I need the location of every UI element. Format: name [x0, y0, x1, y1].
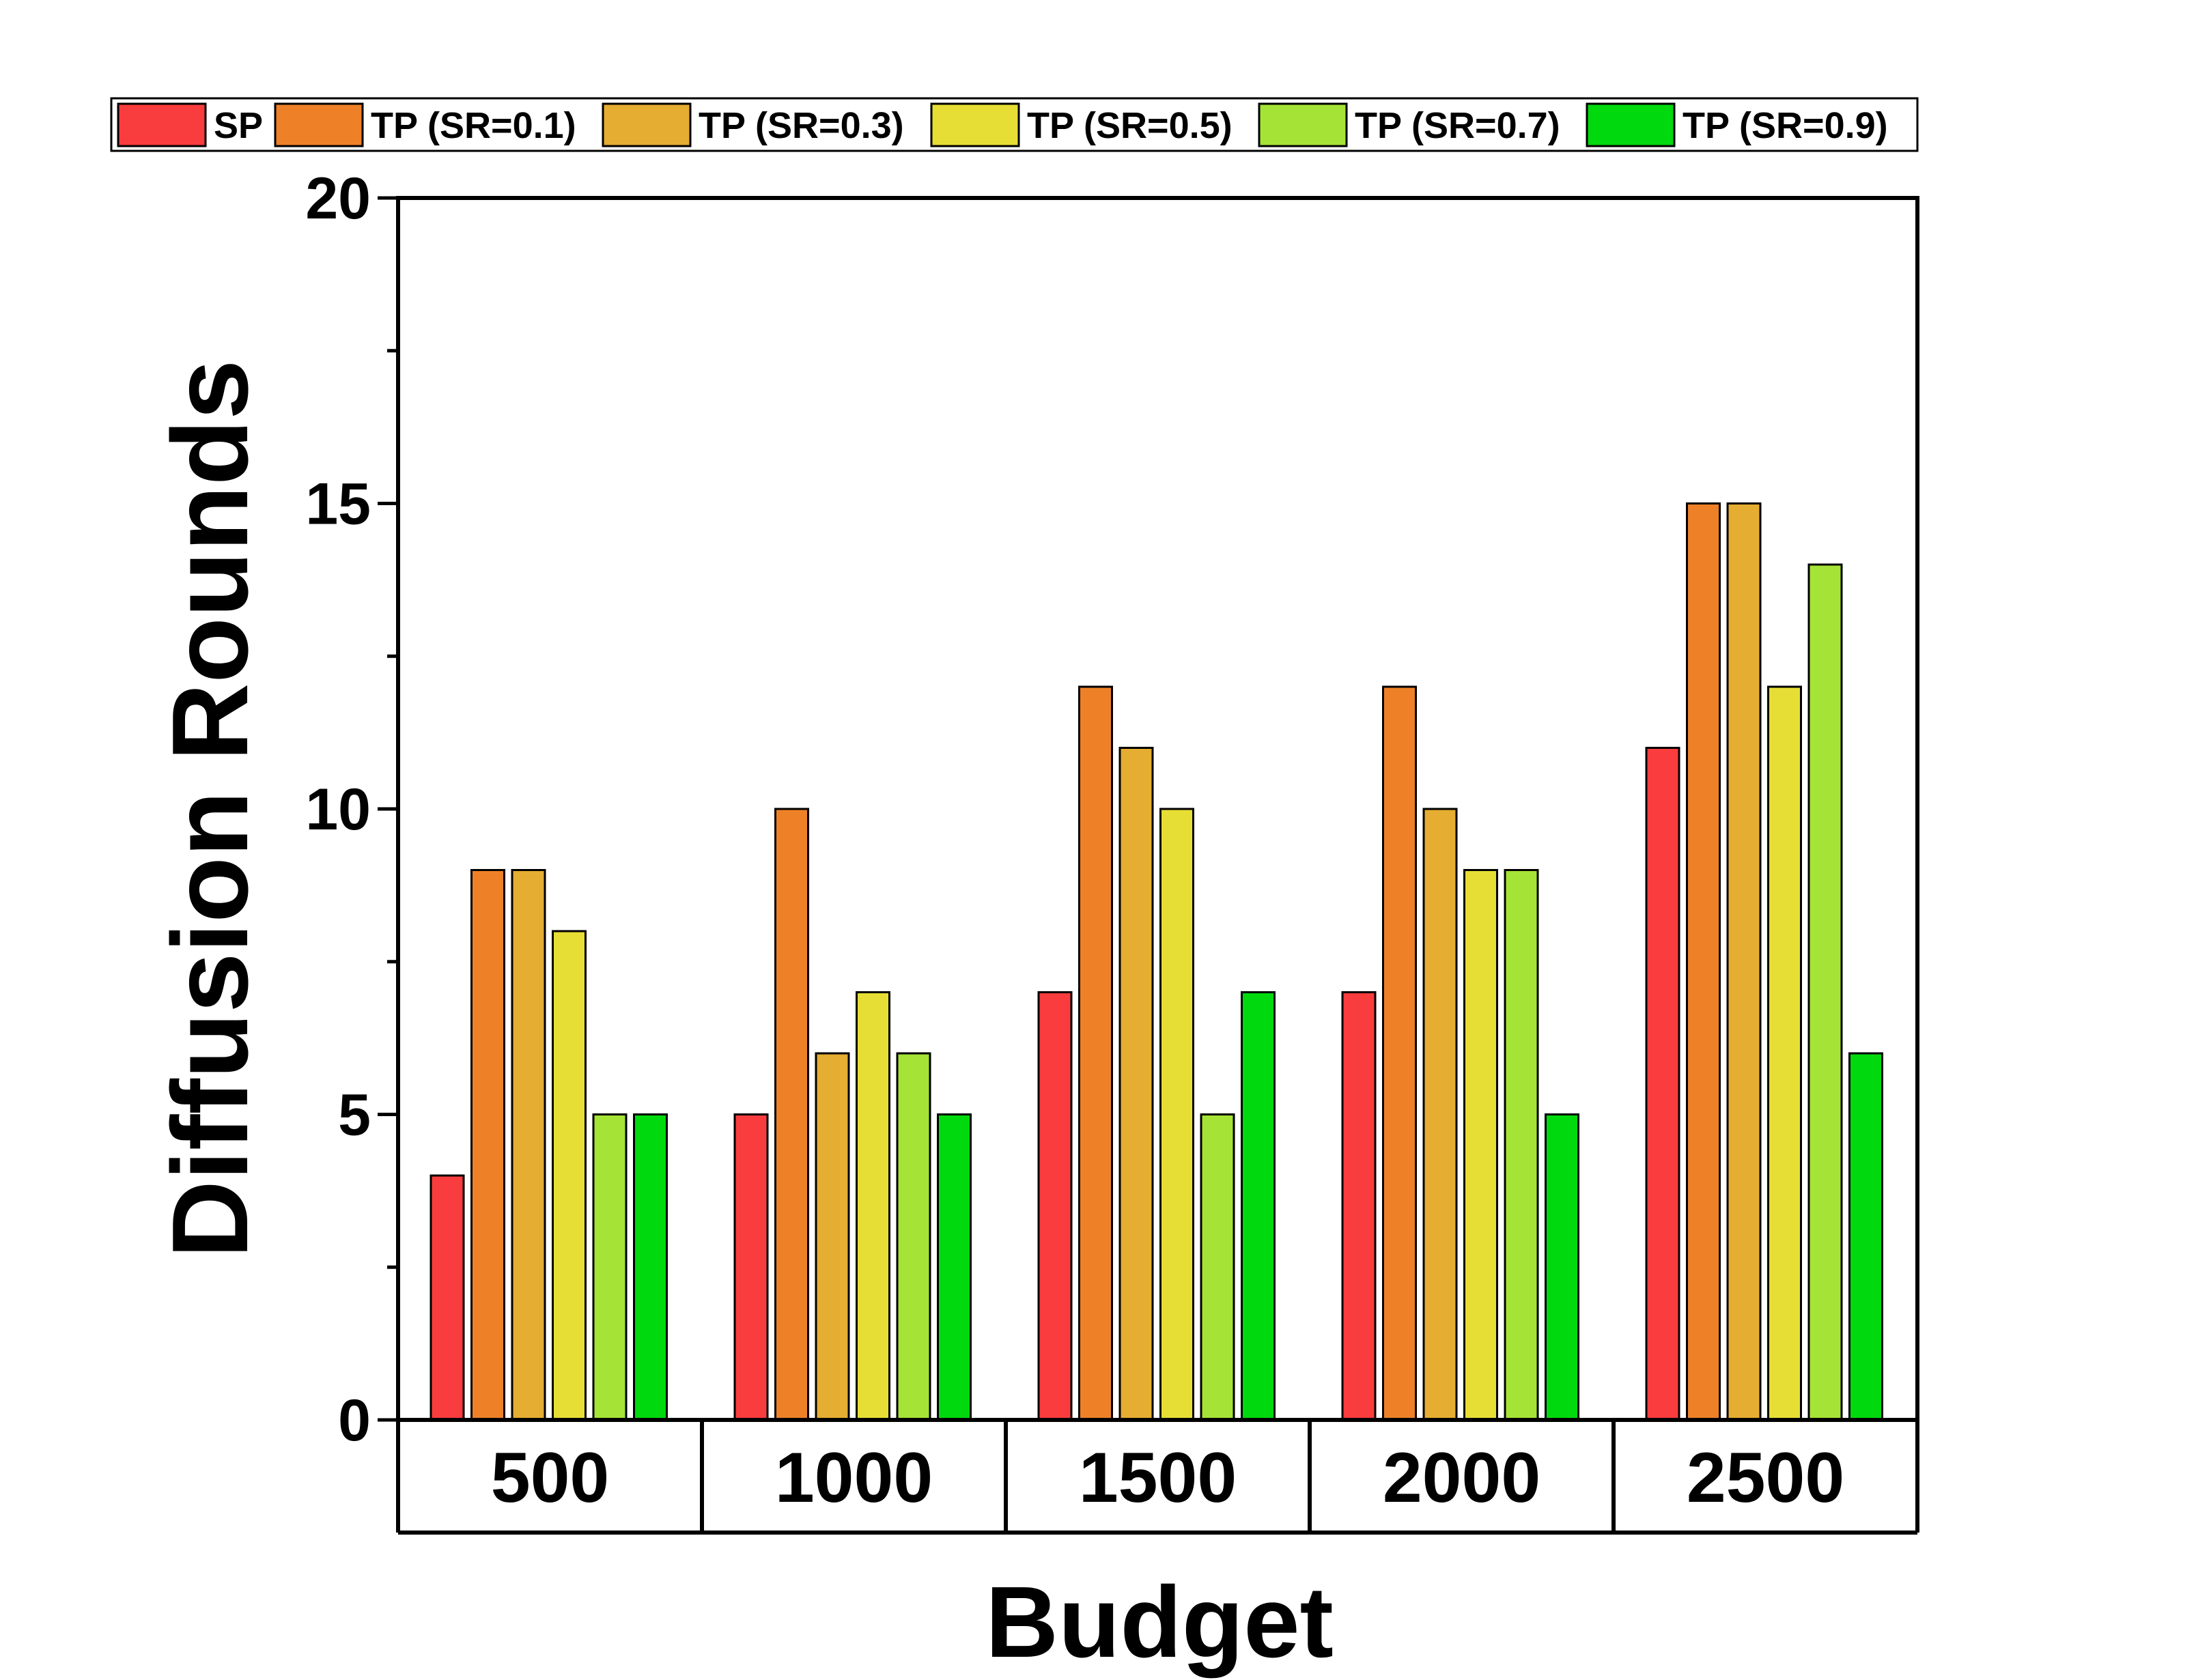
- bar-tp-sr-0-5-1500: [1159, 808, 1194, 1421]
- bar-tp-sr-0-5-500: [552, 930, 587, 1421]
- bar-tp-sr-0-9-2000: [1545, 1113, 1579, 1421]
- legend-label-4: TP (SR=0.7): [1355, 105, 1560, 146]
- legend-label-0: SP: [214, 105, 263, 146]
- y-axis: 0 5 10 15 20: [305, 166, 398, 1453]
- x-axis: 500 1000 1500 2000 2500: [396, 1420, 1919, 1535]
- bar-layer: [398, 502, 1917, 1422]
- category-label-1000: 1000: [775, 1438, 933, 1518]
- y-tick-label: 0: [338, 1388, 371, 1453]
- bar-tp-sr-0-5-2500: [1767, 685, 1802, 1421]
- bar-tp-sr-0-7-1500: [1200, 1113, 1235, 1421]
- y-tick-label: 5: [338, 1083, 371, 1148]
- y-axis-title: Diffusion Rounds: [150, 360, 270, 1258]
- legend-swatch-5: [1586, 102, 1676, 147]
- bar-tp-sr-0-9-2500: [1848, 1052, 1883, 1421]
- bar-tp-sr-0-1-1500: [1078, 685, 1113, 1421]
- legend-swatch-2: [602, 102, 692, 147]
- bar-tp-sr-0-3-1500: [1118, 747, 1154, 1421]
- legend-label-2: TP (SR=0.3): [699, 105, 904, 146]
- legend-swatch-1: [274, 102, 364, 147]
- legend-label-1: TP (SR=0.1): [371, 105, 576, 146]
- bar-tp-sr-0-7-1000: [896, 1052, 931, 1421]
- bar-tp-sr-0-9-1000: [937, 1113, 972, 1421]
- y-tick-label: 20: [305, 166, 371, 231]
- legend-swatch-3: [930, 102, 1020, 147]
- category-label-2000: 2000: [1383, 1438, 1540, 1518]
- bar-tp-sr-0-3-500: [511, 869, 546, 1421]
- bar-tp-sr-0-1-2500: [1686, 502, 1721, 1421]
- bar-sp-2000: [1341, 991, 1377, 1421]
- bar-tp-sr-0-9-500: [633, 1113, 668, 1421]
- legend-label-3: TP (SR=0.5): [1027, 105, 1233, 146]
- bar-tp-sr-0-1-2000: [1382, 685, 1417, 1421]
- bar-tp-sr-0-3-1000: [815, 1052, 850, 1421]
- x-axis-title: Budget: [985, 1566, 1334, 1679]
- bar-sp-500: [430, 1174, 465, 1421]
- bar-tp-sr-0-9-1500: [1241, 991, 1276, 1421]
- bar-tp-sr-0-3-2500: [1726, 502, 1762, 1421]
- legend-swatch-4: [1258, 102, 1348, 147]
- legend-swatch-0: [117, 102, 207, 147]
- category-label-1500: 1500: [1079, 1438, 1237, 1518]
- legend-label-5: TP (SR=0.9): [1683, 105, 1888, 146]
- bar-tp-sr-0-5-2000: [1463, 869, 1498, 1421]
- y-tick-label: 10: [305, 777, 371, 842]
- bar-tp-sr-0-7-2500: [1807, 563, 1843, 1421]
- bar-tp-sr-0-7-2000: [1504, 869, 1539, 1421]
- bar-tp-sr-0-3-2000: [1422, 808, 1458, 1421]
- bar-tp-sr-0-1-1000: [774, 808, 809, 1421]
- bar-tp-sr-0-1-500: [470, 869, 505, 1421]
- bar-sp-2500: [1645, 747, 1680, 1421]
- bar-tp-sr-0-5-1000: [856, 991, 890, 1421]
- bar-sp-1000: [733, 1113, 769, 1421]
- bar-sp-1500: [1037, 991, 1073, 1421]
- category-label-2500: 2500: [1687, 1438, 1844, 1518]
- legend: SP TP (SR=0.1) TP (SR=0.3) TP (SR=0.5) TP (S…: [110, 97, 1919, 152]
- category-label-500: 500: [491, 1438, 610, 1518]
- bar-tp-sr-0-7-500: [592, 1113, 628, 1421]
- y-tick-label: 15: [305, 472, 371, 537]
